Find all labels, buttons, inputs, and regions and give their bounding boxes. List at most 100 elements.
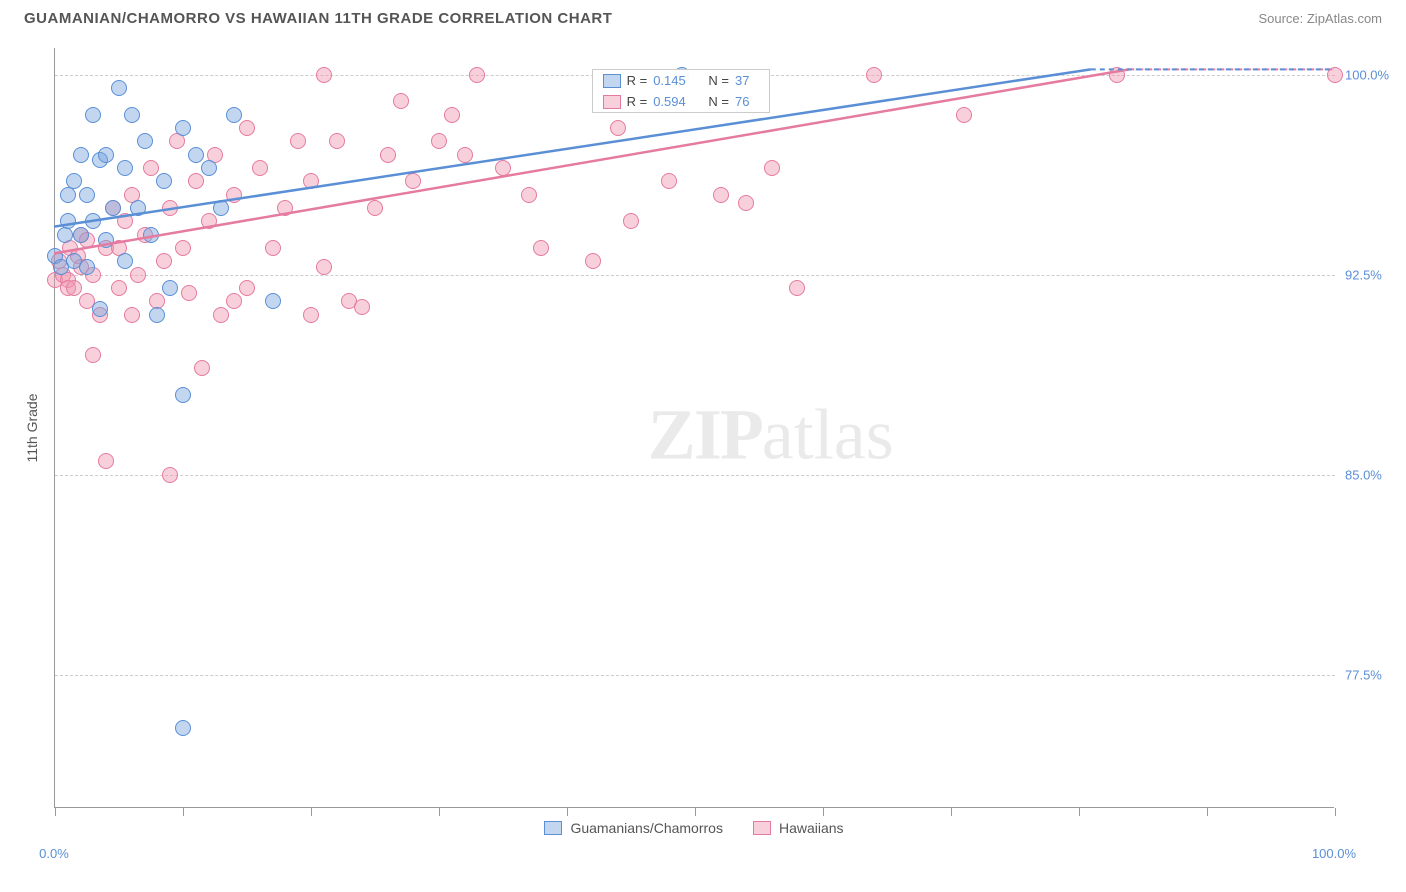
scatter-point <box>98 147 114 163</box>
scatter-point <box>213 307 229 323</box>
y-tick-label: 77.5% <box>1345 667 1382 682</box>
scatter-point <box>194 360 210 376</box>
scatter-point <box>393 93 409 109</box>
r-value: 0.594 <box>653 94 695 109</box>
scatter-point <box>143 227 159 243</box>
scatter-point <box>431 133 447 149</box>
x-tick <box>311 808 312 816</box>
scatter-point <box>188 173 204 189</box>
scatter-point <box>380 147 396 163</box>
plot-container: 11th Grade 77.5%85.0%92.5%100.0% R =0.14… <box>54 48 1334 808</box>
scatter-point <box>60 213 76 229</box>
r-value: 0.145 <box>653 73 695 88</box>
scatter-point <box>226 293 242 309</box>
scatter-point <box>610 120 626 136</box>
x-tick <box>1335 808 1336 816</box>
scatter-point <box>162 467 178 483</box>
scatter-point <box>329 133 345 149</box>
legend-series-item: Hawaiians <box>753 820 844 836</box>
scatter-point <box>175 120 191 136</box>
series-legend: Guamanians/Chamorros Hawaiians <box>54 820 1334 836</box>
scatter-point <box>175 387 191 403</box>
scatter-point <box>79 187 95 203</box>
scatter-point <box>130 200 146 216</box>
x-tick <box>695 808 696 816</box>
n-value: 37 <box>735 73 759 88</box>
scatter-point <box>495 160 511 176</box>
scatter-point <box>188 147 204 163</box>
scatter-point <box>149 307 165 323</box>
scatter-point <box>73 147 89 163</box>
scatter-point <box>66 173 82 189</box>
scatter-point <box>239 280 255 296</box>
scatter-point <box>98 453 114 469</box>
r-label: R = <box>627 94 648 109</box>
scatter-point <box>137 133 153 149</box>
scatter-point <box>73 227 89 243</box>
scatter-point <box>239 120 255 136</box>
x-tick <box>439 808 440 816</box>
scatter-point <box>789 280 805 296</box>
scatter-point <box>111 280 127 296</box>
scatter-point <box>623 213 639 229</box>
scatter-point <box>1327 67 1343 83</box>
r-label: R = <box>627 73 648 88</box>
legend-series-label: Guamanians/Chamorros <box>570 820 723 836</box>
scatter-point <box>181 285 197 301</box>
scatter-point <box>764 160 780 176</box>
scatter-point <box>213 200 229 216</box>
scatter-point <box>303 307 319 323</box>
scatter-point <box>117 213 133 229</box>
x-tick <box>1079 808 1080 816</box>
scatter-point <box>866 67 882 83</box>
scatter-point <box>457 147 473 163</box>
scatter-point <box>290 133 306 149</box>
x-tick <box>823 808 824 816</box>
scatter-point <box>316 67 332 83</box>
scatter-point <box>162 280 178 296</box>
source-label: Source: ZipAtlas.com <box>1258 11 1382 26</box>
scatter-point <box>85 213 101 229</box>
scatter-point <box>111 80 127 96</box>
x-tick <box>951 808 952 816</box>
legend-swatch <box>603 95 621 109</box>
scatter-point <box>117 160 133 176</box>
y-tick-label: 92.5% <box>1345 267 1382 282</box>
scatter-point <box>98 232 114 248</box>
scatter-point <box>124 307 140 323</box>
x-tick <box>55 808 56 816</box>
legend-stat-row: R = 0.145 N = 37 <box>593 70 769 91</box>
scatter-point <box>175 720 191 736</box>
gridline <box>55 675 1335 676</box>
scatter-point <box>277 200 293 216</box>
scatter-point <box>156 173 172 189</box>
legend-stat-row: R =0.594 N =76 <box>593 91 769 112</box>
scatter-point <box>713 187 729 203</box>
scatter-point <box>585 253 601 269</box>
scatter-point <box>85 347 101 363</box>
x-tick <box>1207 808 1208 816</box>
n-value: 76 <box>735 94 759 109</box>
scatter-point <box>252 160 268 176</box>
x-tick-label: 100.0% <box>1312 846 1356 861</box>
scatter-point <box>175 240 191 256</box>
scatter-point <box>143 160 159 176</box>
scatter-point <box>469 67 485 83</box>
scatter-point <box>533 240 549 256</box>
chart-title: GUAMANIAN/CHAMORRO VS HAWAIIAN 11TH GRAD… <box>24 10 612 27</box>
scatter-point <box>1109 67 1125 83</box>
scatter-point <box>117 253 133 269</box>
scatter-point <box>265 293 281 309</box>
gridline <box>55 475 1335 476</box>
y-tick-label: 100.0% <box>1345 67 1389 82</box>
scatter-point <box>201 160 217 176</box>
scatter-point <box>661 173 677 189</box>
scatter-point <box>303 173 319 189</box>
scatter-point <box>444 107 460 123</box>
scatter-point <box>130 267 146 283</box>
scatter-point <box>66 280 82 296</box>
scatter-point <box>738 195 754 211</box>
scatter-point <box>367 200 383 216</box>
n-label: N = <box>701 73 729 88</box>
scatter-point <box>226 187 242 203</box>
